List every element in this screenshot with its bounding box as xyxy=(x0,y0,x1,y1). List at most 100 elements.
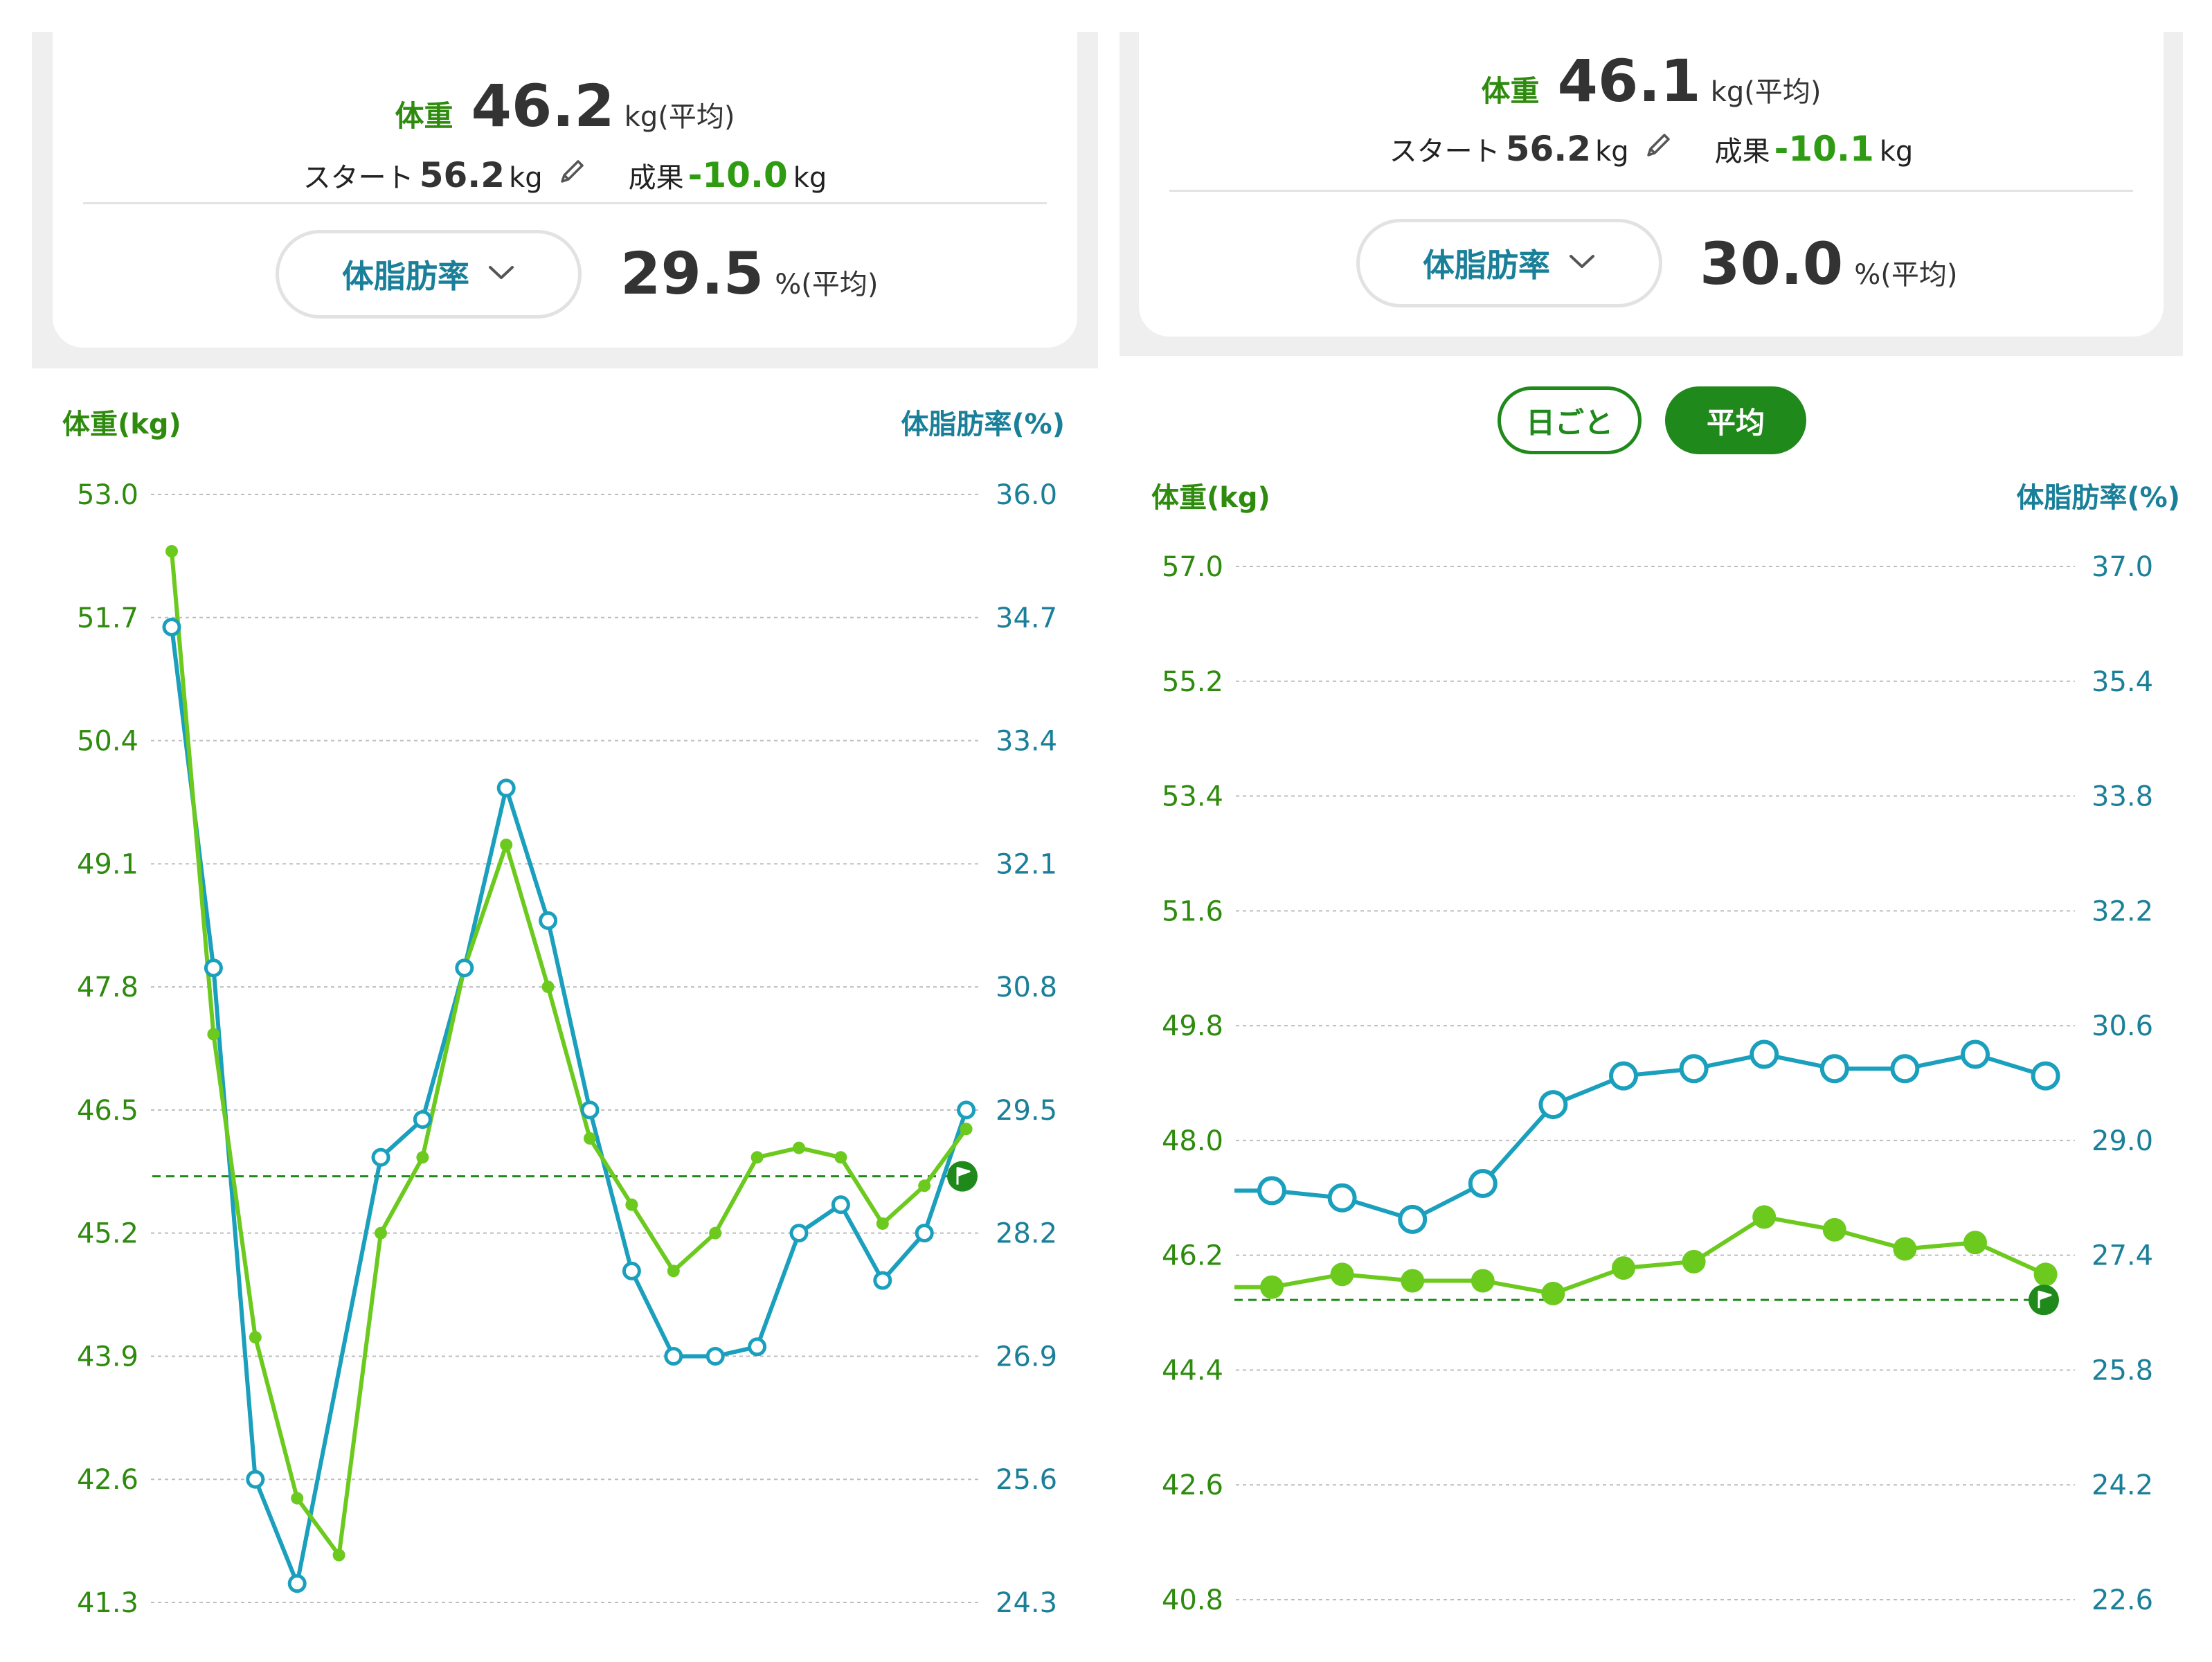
start-result-row: スタート 56.2 kg 成果 -10.0 kg xyxy=(53,155,1077,195)
y2-tick-label: 22.6 xyxy=(2092,1584,2153,1616)
y-tick-label: 48.0 xyxy=(1162,1125,1223,1157)
y-tick-label: 45.2 xyxy=(77,1218,138,1250)
body-fat-data-point xyxy=(1609,1061,1638,1091)
chevron-down-icon xyxy=(1568,253,1596,273)
weight-data-point xyxy=(1963,1231,1987,1255)
body-fat-data-point xyxy=(580,1100,600,1120)
y-tick-label: 50.4 xyxy=(77,726,138,758)
weight-average-value: 46.1 xyxy=(1557,47,1701,115)
y-tick-label: 42.6 xyxy=(77,1464,138,1496)
body-fat-data-point xyxy=(789,1224,809,1243)
weight-data-point xyxy=(332,1548,345,1562)
y2-tick-label: 30.8 xyxy=(996,972,1057,1003)
result-value: -10.1 xyxy=(1774,129,1874,169)
weight-average-row: 体重 46.1 kg(平均) xyxy=(1139,47,2164,115)
left-axis-title: 体重(kg) xyxy=(62,409,181,440)
result-label: 成果 xyxy=(628,162,684,194)
body-fat-data-point xyxy=(1819,1054,1849,1084)
toggle-daily[interactable]: 日ごと xyxy=(1498,386,1642,454)
body-fat-data-point xyxy=(455,958,474,978)
y-tick-label: 53.0 xyxy=(77,479,138,511)
body-fat-data-point xyxy=(957,1100,976,1120)
metric-select-dropdown[interactable]: 体脂肪率 xyxy=(276,230,582,319)
weight-average-value: 46.2 xyxy=(471,72,615,140)
y-tick-label: 51.6 xyxy=(1162,895,1223,927)
start-weight-unit: kg xyxy=(509,162,543,194)
toggle-average[interactable]: 平均 xyxy=(1665,386,1806,454)
weight-data-point xyxy=(375,1226,387,1240)
body-fat-data-point xyxy=(1327,1183,1357,1213)
weight-average-unit: kg(平均) xyxy=(1710,76,1822,108)
body-fat-data-point xyxy=(1750,1039,1779,1069)
left-axis-title: 体重(kg) xyxy=(1151,482,1270,514)
weight-data-point xyxy=(1541,1281,1565,1305)
y2-tick-label: 33.4 xyxy=(996,726,1057,758)
body-fat-data-point xyxy=(2031,1061,2060,1091)
body-fat-series-line xyxy=(170,627,969,1586)
body-fat-data-point xyxy=(1961,1039,1990,1069)
body-fat-data-point xyxy=(287,1574,307,1593)
panel-left: 体重 46.2 kg(平均) スタート 56.2 kg 成果 -10.0 kg … xyxy=(32,32,1098,1619)
weight-data-point xyxy=(541,981,555,994)
body-fat-data-point xyxy=(539,911,558,930)
body-fat-data-point xyxy=(246,1469,265,1489)
weight-data-point xyxy=(207,1028,220,1041)
weight-data-point xyxy=(416,1151,429,1164)
flag-icon xyxy=(2029,1285,2059,1316)
y2-tick-label: 36.0 xyxy=(996,479,1057,511)
right-axis-title: 体脂肪率(%) xyxy=(901,409,1065,440)
y2-tick-label: 26.9 xyxy=(996,1341,1057,1373)
start-weight-unit: kg xyxy=(1595,136,1629,168)
y-tick-label: 55.2 xyxy=(1162,666,1223,698)
y2-tick-label: 29.0 xyxy=(2092,1125,2153,1157)
result-unit: kg xyxy=(793,162,827,194)
weight-data-point xyxy=(876,1217,889,1230)
y-tick-label: 43.9 xyxy=(77,1341,138,1373)
y-tick-label: 41.3 xyxy=(77,1587,138,1619)
y-tick-label: 49.1 xyxy=(77,848,138,880)
summary-card: 体重 46.2 kg(平均) スタート 56.2 kg 成果 -10.0 kg … xyxy=(53,32,1077,348)
body-fat-data-point xyxy=(705,1346,725,1366)
weight-data-point xyxy=(1330,1262,1354,1287)
result-unit: kg xyxy=(1879,136,1914,168)
start-weight-value: 56.2 xyxy=(1505,129,1592,169)
weight-data-point xyxy=(1401,1269,1425,1293)
y-tick-label: 46.2 xyxy=(1162,1240,1223,1272)
y2-tick-label: 30.6 xyxy=(2092,1010,2153,1042)
weight-data-point xyxy=(625,1198,638,1211)
weight-data-point xyxy=(1893,1237,1917,1261)
body-fat-data-point xyxy=(413,1110,432,1129)
body-fat-data-point xyxy=(1890,1054,1920,1084)
weight-label: 体重 xyxy=(395,99,453,133)
body-fat-average-value: 29.5 xyxy=(620,240,764,307)
weight-data-point xyxy=(1260,1275,1284,1299)
body-fat-data-point xyxy=(1398,1204,1428,1234)
weight-data-point xyxy=(918,1179,931,1192)
y-tick-label: 47.8 xyxy=(77,972,138,1003)
y2-tick-label: 24.3 xyxy=(996,1587,1057,1619)
flag-glyph xyxy=(2038,1290,2052,1309)
metric-select-dropdown[interactable]: 体脂肪率 xyxy=(1356,219,1662,307)
weight-data-point xyxy=(1822,1217,1846,1242)
body-fat-data-point xyxy=(873,1271,892,1290)
y2-tick-label: 37.0 xyxy=(2092,551,2153,583)
weight-label: 体重 xyxy=(1481,74,1540,108)
weight-data-point xyxy=(709,1226,722,1240)
y2-tick-label: 25.8 xyxy=(2092,1355,2153,1386)
weight-data-point xyxy=(834,1151,847,1164)
y2-tick-label: 25.6 xyxy=(996,1464,1057,1496)
body-fat-average-row: 30.0 %(平均) xyxy=(1700,230,1957,298)
y-tick-label: 40.8 xyxy=(1162,1584,1223,1616)
y-tick-label: 49.8 xyxy=(1162,1010,1223,1042)
weight-data-point xyxy=(500,838,513,851)
y2-tick-label: 27.4 xyxy=(2092,1240,2153,1272)
start-label: スタート xyxy=(303,162,414,194)
body-fat-data-point xyxy=(1257,1176,1286,1206)
pencil-icon[interactable] xyxy=(1643,130,1673,161)
weight-data-point xyxy=(793,1141,805,1154)
start-weight-value: 56.2 xyxy=(419,155,505,195)
weight-average-row: 体重 46.2 kg(平均) xyxy=(53,72,1077,140)
pencil-icon[interactable] xyxy=(557,157,587,187)
flag-glyph xyxy=(956,1167,971,1185)
body-fat-data-point xyxy=(748,1337,767,1357)
